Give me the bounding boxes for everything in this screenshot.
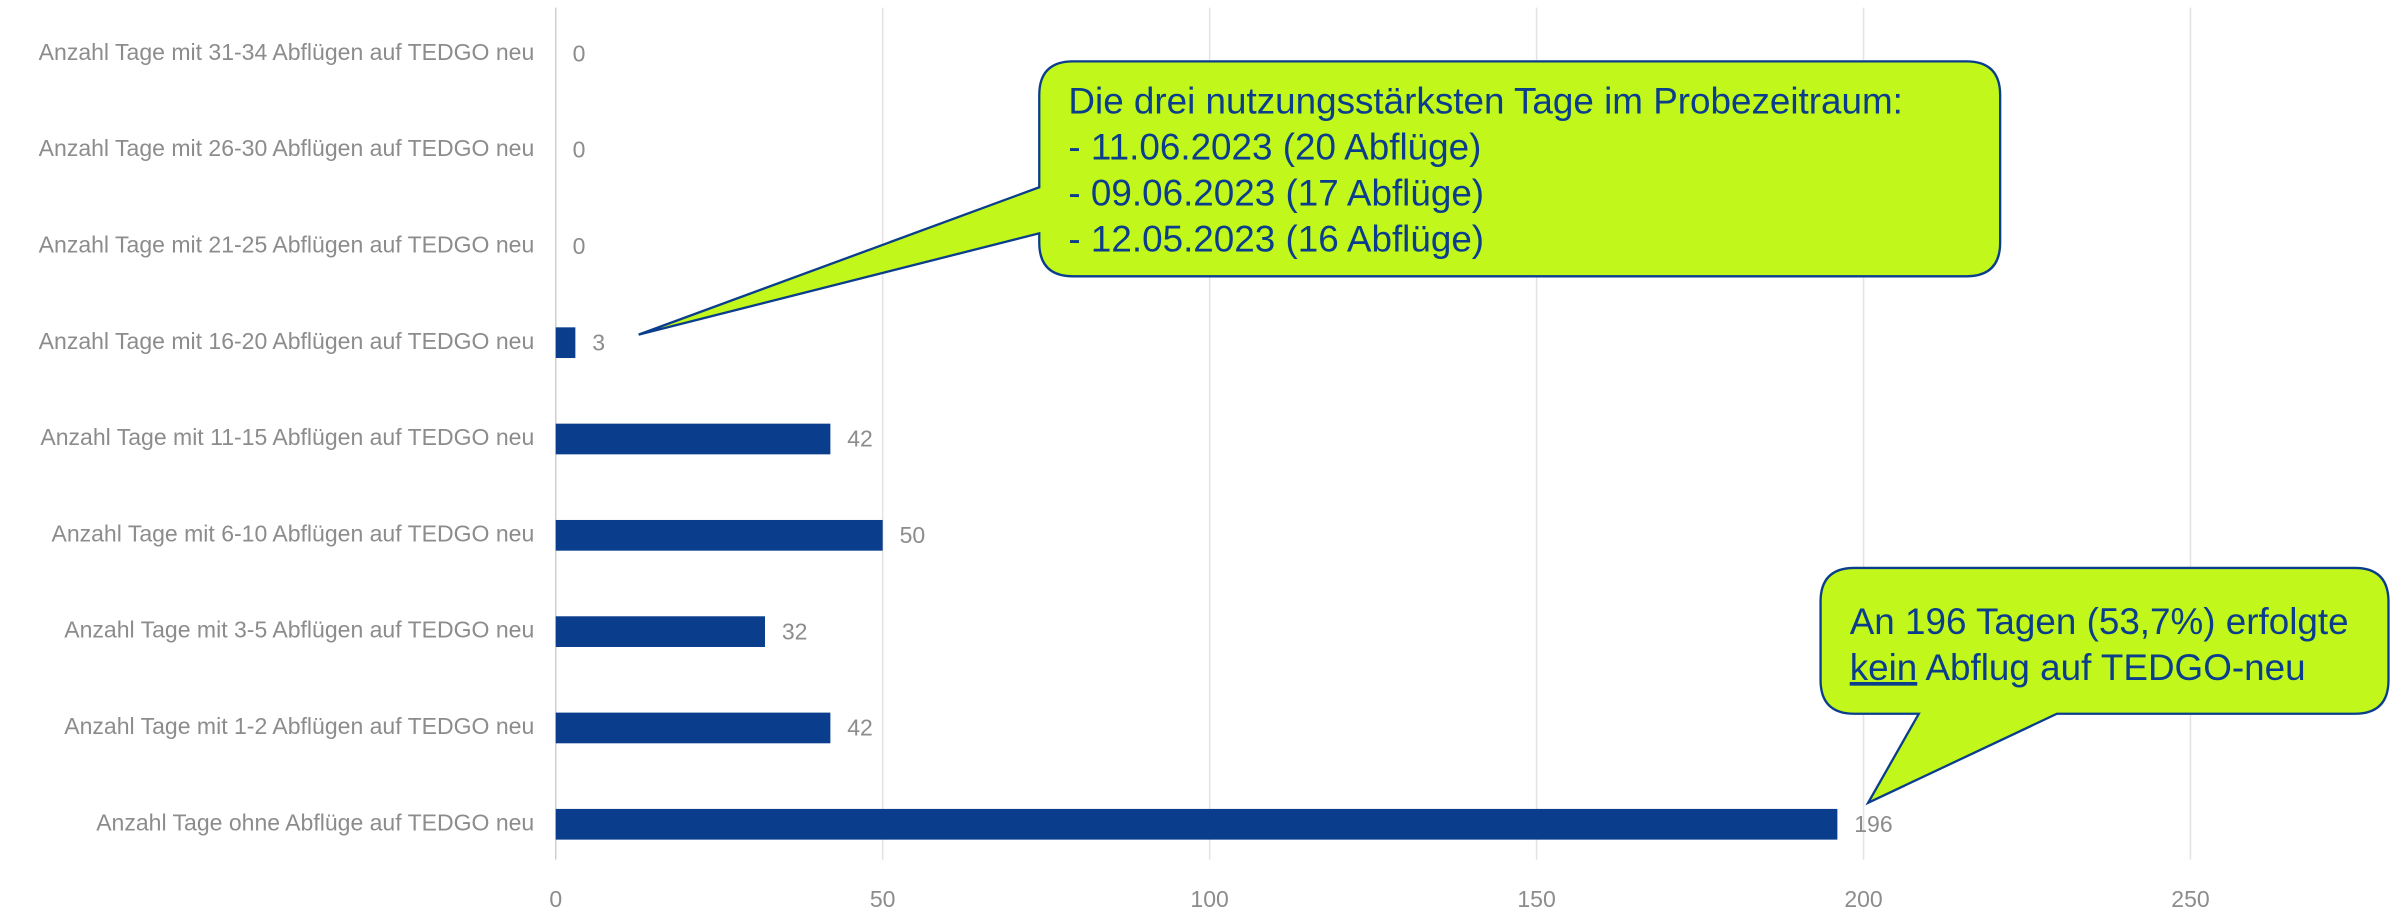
bar: [555, 519, 883, 551]
x-tick-label: 100: [1190, 886, 1228, 911]
value-label: 42: [847, 715, 873, 741]
value-label: 32: [782, 618, 808, 644]
value-label: 0: [573, 137, 586, 163]
x-tick-label: 150: [1517, 886, 1555, 911]
bar: [555, 616, 765, 647]
callout-text: - 12.05.2023 (16 Abflüge): [1068, 219, 1484, 260]
bar: [555, 712, 831, 744]
y-tick-label: Anzahl Tage ohne Abflüge auf TEDGO neu: [96, 809, 534, 835]
x-tick-label: 0: [549, 886, 562, 911]
callout-text-part: - 12.05.2023 (16 Abflüge): [1068, 219, 1484, 260]
callout-text-part: - 11.06.2023 (20 Abflüge): [1068, 127, 1481, 168]
x-tick-label: 50: [870, 886, 896, 911]
callout-text: Die drei nutzungsstärksten Tage im Probe…: [1068, 81, 1903, 122]
bar: [555, 327, 576, 359]
callout-text: - 11.06.2023 (20 Abflüge): [1068, 127, 1481, 168]
y-tick-label: Anzahl Tage mit 26-30 Abflügen auf TEDGO…: [39, 135, 535, 161]
callout-text: - 09.06.2023 (17 Abflüge): [1068, 173, 1484, 214]
callout-text-part: Abflug auf TEDGO-neu: [1917, 647, 2305, 688]
callout-text-part: Die drei nutzungsstärksten Tage im Probe…: [1068, 81, 1903, 122]
y-tick-label: Anzahl Tage mit 16-20 Abflügen auf TEDGO…: [39, 328, 535, 354]
callout-shape: [638, 60, 2002, 336]
callout: An 196 Tagen (53,7%) erfolgte kein Abflug…: [1819, 566, 2390, 806]
value-label: 0: [573, 233, 586, 259]
callout-text: kein Abflug auf TEDGO-neu: [1850, 647, 2306, 688]
y-tick-label: Anzahl Tage mit 11-15 Abflügen auf TEDGO…: [40, 424, 534, 450]
value-label: 50: [900, 522, 926, 548]
x-tick-label: 250: [2171, 886, 2209, 911]
y-tick-label: Anzahl Tage mit 1-2 Abflügen auf TEDGO n…: [64, 713, 534, 739]
callout-shape: [1819, 566, 2390, 806]
value-label: 0: [573, 40, 586, 66]
y-tick-label: Anzahl Tage mit 3-5 Abflügen auf TEDGO n…: [64, 617, 534, 643]
x-tick-label: 200: [1844, 886, 1882, 911]
bar: [555, 808, 1838, 840]
value-label: 196: [1854, 811, 1892, 837]
callout: Die drei nutzungsstärksten Tage im Probe…: [638, 60, 2002, 336]
bar: [555, 423, 831, 455]
value-label: 3: [592, 329, 605, 355]
callout-text-part: kein: [1850, 647, 1918, 688]
callout-text-part: - 09.06.2023 (17 Abflüge): [1068, 173, 1484, 214]
callout-text: An 196 Tagen (53,7%) erfolgte: [1850, 601, 2349, 642]
y-tick-label: Anzahl Tage mit 21-25 Abflügen auf TEDGO…: [39, 231, 535, 257]
y-tick-label: Anzahl Tage mit 6-10 Abflügen auf TEDGO …: [51, 520, 534, 546]
y-tick-label: Anzahl Tage mit 31-34 Abflügen auf TEDGO…: [39, 39, 535, 65]
value-label: 42: [847, 426, 873, 452]
callout-text-part: An 196 Tagen (53,7%) erfolgte: [1850, 601, 2349, 642]
